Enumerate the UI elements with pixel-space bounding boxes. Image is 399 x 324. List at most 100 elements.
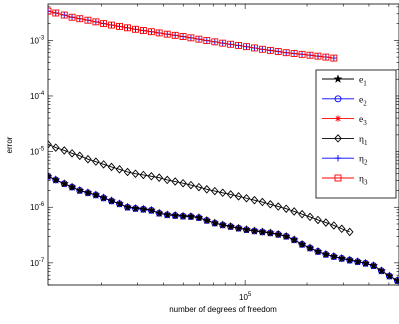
square-marker [76, 15, 84, 23]
star-marker [99, 193, 108, 202]
circle-marker [48, 172, 52, 180]
square-marker [203, 37, 211, 45]
star-marker [131, 203, 140, 213]
star-marker [162, 210, 172, 219]
square-marker [100, 20, 108, 28]
star-marker [51, 175, 61, 184]
diamond-marker [147, 172, 156, 181]
square-marker [298, 50, 306, 58]
star-marker [138, 204, 148, 213]
star-marker [48, 171, 53, 181]
square-marker [219, 39, 227, 47]
star-marker [59, 179, 69, 188]
diamond-marker [171, 177, 180, 186]
square-marker [330, 54, 338, 62]
diamond-marker [226, 190, 235, 199]
square-marker [179, 33, 187, 40]
square-marker [92, 18, 100, 26]
square-marker [227, 40, 235, 48]
square-marker [243, 43, 250, 51]
diamond-marker [123, 167, 132, 177]
square-marker [171, 31, 179, 39]
diamond-marker [274, 202, 283, 211]
diamond-marker [115, 165, 124, 174]
star-marker [186, 211, 196, 221]
diamond-marker [202, 185, 211, 194]
square-marker [116, 22, 123, 30]
diamond-marker [131, 169, 140, 179]
diamond-marker [290, 207, 298, 216]
x-axis-label: number of degrees of freedom [169, 305, 277, 314]
circle-marker [334, 95, 342, 103]
x-tick-labels: 105 [239, 292, 252, 302]
star-marker [289, 235, 299, 244]
diamond-marker [314, 215, 322, 225]
diamond-marker [75, 151, 84, 161]
star-marker [385, 271, 394, 280]
legend-label: η1 [359, 135, 368, 147]
legend-item-3: e3 [322, 115, 367, 127]
square-marker [139, 27, 147, 34]
diamond-marker [242, 193, 251, 203]
diamond-marker [210, 186, 219, 196]
star-marker [194, 213, 204, 222]
diamond-marker [163, 175, 172, 185]
square-marker [258, 45, 266, 53]
square-marker [235, 41, 243, 49]
square-marker [266, 46, 274, 54]
square-marker [163, 30, 171, 38]
plotted-series [48, 7, 399, 285]
star-marker [178, 211, 188, 220]
legend-label: η3 [359, 175, 368, 187]
star-marker [67, 182, 77, 191]
diamond-marker [266, 200, 275, 209]
plus-marker [334, 155, 342, 162]
diamond-marker [337, 224, 346, 234]
star-marker [377, 266, 386, 275]
legend-item-1: e1 [322, 74, 367, 88]
square-marker [290, 50, 298, 57]
series-line [48, 10, 334, 59]
star-marker [329, 251, 339, 261]
diamond-marker [282, 204, 291, 214]
diamond-marker [250, 195, 259, 205]
legend-label: η2 [359, 155, 368, 167]
square-marker [314, 52, 322, 60]
square-marker [52, 9, 60, 17]
square-marker [282, 49, 290, 57]
star-marker [218, 220, 228, 229]
star-marker [333, 74, 343, 83]
square-marker [68, 13, 76, 21]
square-marker [195, 35, 203, 43]
star-marker [305, 243, 315, 252]
diamond-marker [306, 212, 314, 222]
y-tick-label: 10-7 [30, 258, 45, 268]
star-marker [369, 261, 378, 270]
y-tick-labels: 10-7 10-6 10-5 10-4 10-3 [30, 35, 45, 268]
diamond-marker [179, 178, 187, 188]
diamond-marker [99, 160, 108, 169]
diamond-marker [330, 221, 338, 230]
diamond-marker [195, 182, 203, 192]
diamond-marker [48, 140, 52, 149]
asterisk-marker [334, 115, 342, 122]
square-marker [251, 44, 258, 52]
legend-box [315, 69, 397, 199]
legend-item-5: η2 [322, 155, 368, 167]
star-marker [321, 249, 331, 259]
diamond-marker [322, 218, 330, 227]
diamond-marker [334, 134, 342, 143]
diamond-marker [258, 197, 267, 207]
diamond-marker [218, 188, 227, 198]
star-marker [83, 188, 93, 197]
star-marker [250, 226, 259, 235]
star-marker [107, 196, 116, 205]
y-tick-label: 10-3 [30, 35, 45, 45]
diamond-marker [234, 192, 243, 201]
diamond-marker [155, 173, 163, 182]
series-3 [48, 7, 338, 62]
star-marker [297, 239, 307, 249]
legend: e1 e2 e3 η1 η2 η3 [315, 69, 397, 199]
square-marker [187, 34, 195, 42]
